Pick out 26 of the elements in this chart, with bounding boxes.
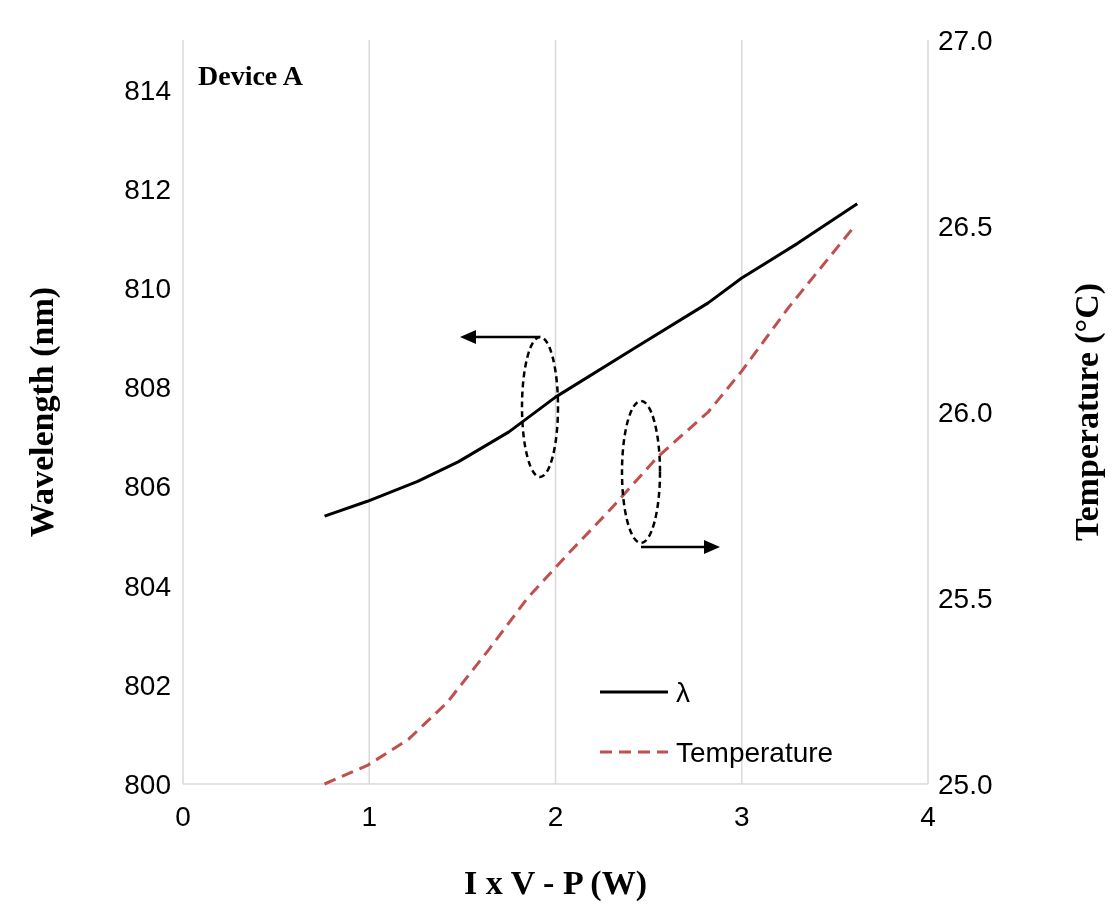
y2-tick-label: 25.0 <box>938 769 993 800</box>
y2-axis-title: Temperature (°C) <box>1068 282 1106 542</box>
y2-tick-label: 26.0 <box>938 397 993 428</box>
legend-label: Temperature <box>676 737 834 768</box>
line-series <box>323 228 854 786</box>
y-tick-label: 812 <box>124 173 171 205</box>
x-tick-label: 3 <box>733 801 750 832</box>
y-tick-label: 806 <box>124 471 171 503</box>
y-tick-label: 814 <box>124 74 171 106</box>
y2-tick-label: 26.5 <box>938 211 993 242</box>
x-tick-label: 4 <box>920 801 936 832</box>
annotation: Device A <box>198 60 304 91</box>
x-tick-label: 2 <box>547 801 564 832</box>
y2-tick-label: 25.5 <box>938 583 993 614</box>
y-axis-title: Wavelength (nm) <box>23 286 61 538</box>
x-tick-label: 1 <box>361 801 378 832</box>
y-tick-label: 810 <box>124 273 171 304</box>
y-tick-label: 802 <box>124 669 171 701</box>
y-tick-label: 808 <box>124 372 171 404</box>
legend-label: λ <box>676 677 690 708</box>
y-tick-label: 800 <box>124 769 171 800</box>
x-axis-title: I x V - P (W) <box>464 864 647 902</box>
y2-tick-label: 27.0 <box>938 25 993 56</box>
line-series <box>323 202 859 518</box>
x-tick-label: 0 <box>175 801 191 832</box>
y-tick-label: 804 <box>124 570 171 602</box>
